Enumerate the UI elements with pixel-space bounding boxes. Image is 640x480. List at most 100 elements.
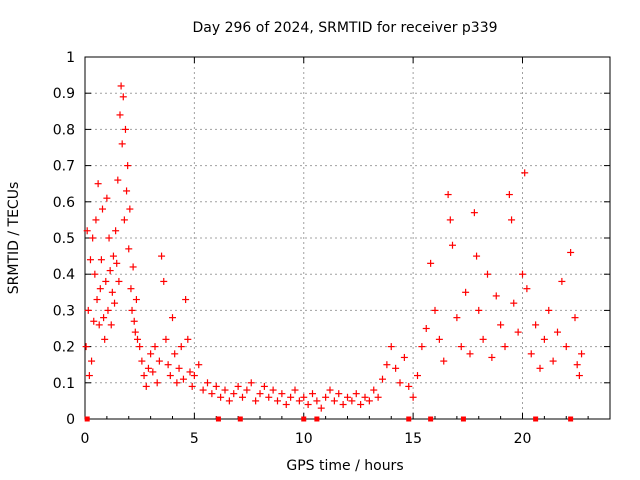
- data-point: [116, 111, 124, 119]
- data-point: [132, 296, 140, 304]
- x-tick-label: 20: [514, 431, 532, 447]
- data-point: [121, 125, 129, 133]
- data-point: [144, 364, 152, 372]
- data-point: [473, 252, 481, 260]
- data-point: [115, 277, 123, 285]
- x-tick-label: 5: [190, 431, 199, 447]
- data-point: [129, 263, 137, 271]
- data-point: [105, 234, 113, 242]
- data-point: [123, 187, 131, 195]
- x-tick-label: 0: [81, 431, 90, 447]
- data-point: [212, 382, 220, 390]
- data-point: [260, 382, 268, 390]
- data-point: [92, 216, 100, 224]
- data-point: [118, 140, 126, 148]
- data-point: [475, 306, 483, 314]
- data-point: [188, 382, 196, 390]
- y-tick-label: 0.7: [53, 159, 75, 175]
- data-point: [554, 328, 561, 336]
- data-point: [449, 241, 456, 249]
- data-point: [575, 372, 583, 380]
- data-point: [106, 267, 114, 275]
- data-point: [175, 364, 183, 372]
- baseline-marker: [533, 416, 539, 422]
- data-point: [96, 285, 104, 293]
- baseline-marker: [460, 416, 466, 422]
- data-point: [153, 379, 161, 387]
- data-point: [149, 368, 157, 376]
- data-point: [514, 328, 522, 336]
- data-point: [527, 350, 535, 358]
- data-point: [186, 368, 194, 376]
- data-point: [124, 162, 132, 170]
- data-point: [300, 393, 308, 401]
- y-axis-title: SRMTID / TECUs: [6, 182, 22, 295]
- data-point: [571, 314, 579, 322]
- data-point: [252, 397, 260, 405]
- data-points: [82, 82, 586, 422]
- data-point: [484, 270, 491, 278]
- y-tick-label: 0.8: [53, 122, 75, 138]
- data-point: [125, 245, 133, 253]
- data-point: [488, 353, 496, 361]
- data-point: [160, 277, 168, 285]
- baseline-marker: [237, 416, 243, 422]
- data-point: [536, 364, 544, 372]
- data-point: [93, 296, 101, 304]
- data-point: [184, 335, 192, 343]
- baseline-marker: [568, 416, 574, 422]
- data-point: [383, 361, 391, 369]
- data-point: [444, 191, 452, 199]
- baseline-marker: [406, 416, 412, 422]
- data-point: [567, 248, 575, 256]
- data-point: [501, 343, 509, 351]
- data-point: [131, 328, 139, 336]
- data-point: [322, 393, 330, 401]
- x-tick-label: 15: [404, 431, 422, 447]
- data-point: [562, 343, 570, 351]
- data-point: [100, 314, 108, 322]
- data-point: [505, 191, 513, 199]
- data-point: [409, 393, 417, 401]
- data-point: [521, 169, 529, 177]
- data-point: [492, 292, 500, 300]
- data-point: [171, 350, 179, 358]
- data-point: [91, 270, 99, 278]
- data-point: [256, 390, 264, 398]
- data-point: [427, 259, 435, 267]
- data-point: [549, 357, 557, 365]
- data-point: [83, 227, 91, 235]
- data-point: [164, 361, 172, 369]
- data-point: [112, 227, 120, 235]
- data-point: [361, 393, 369, 401]
- data-point: [379, 375, 386, 383]
- data-point: [274, 397, 281, 405]
- data-point: [453, 314, 461, 322]
- data-point: [142, 382, 150, 390]
- data-point: [365, 397, 373, 405]
- data-point: [173, 379, 181, 387]
- data-point: [230, 390, 238, 398]
- data-point: [304, 401, 312, 409]
- data-point: [204, 379, 211, 387]
- data-point: [400, 353, 408, 361]
- data-point: [510, 299, 518, 307]
- baseline-marker: [215, 416, 221, 422]
- data-point: [138, 357, 146, 365]
- data-point: [109, 252, 117, 260]
- data-point: [99, 205, 106, 213]
- data-point: [309, 390, 316, 398]
- data-point: [523, 285, 531, 293]
- data-point: [265, 393, 273, 401]
- data-point: [136, 343, 144, 351]
- data-point: [117, 82, 125, 90]
- data-point: [405, 382, 413, 390]
- data-point: [440, 357, 448, 365]
- data-point: [90, 317, 98, 325]
- data-point: [545, 306, 553, 314]
- baseline-marker: [428, 416, 434, 422]
- data-point: [179, 375, 187, 383]
- data-point: [396, 379, 404, 387]
- data-point: [94, 180, 102, 188]
- data-point: [134, 335, 141, 343]
